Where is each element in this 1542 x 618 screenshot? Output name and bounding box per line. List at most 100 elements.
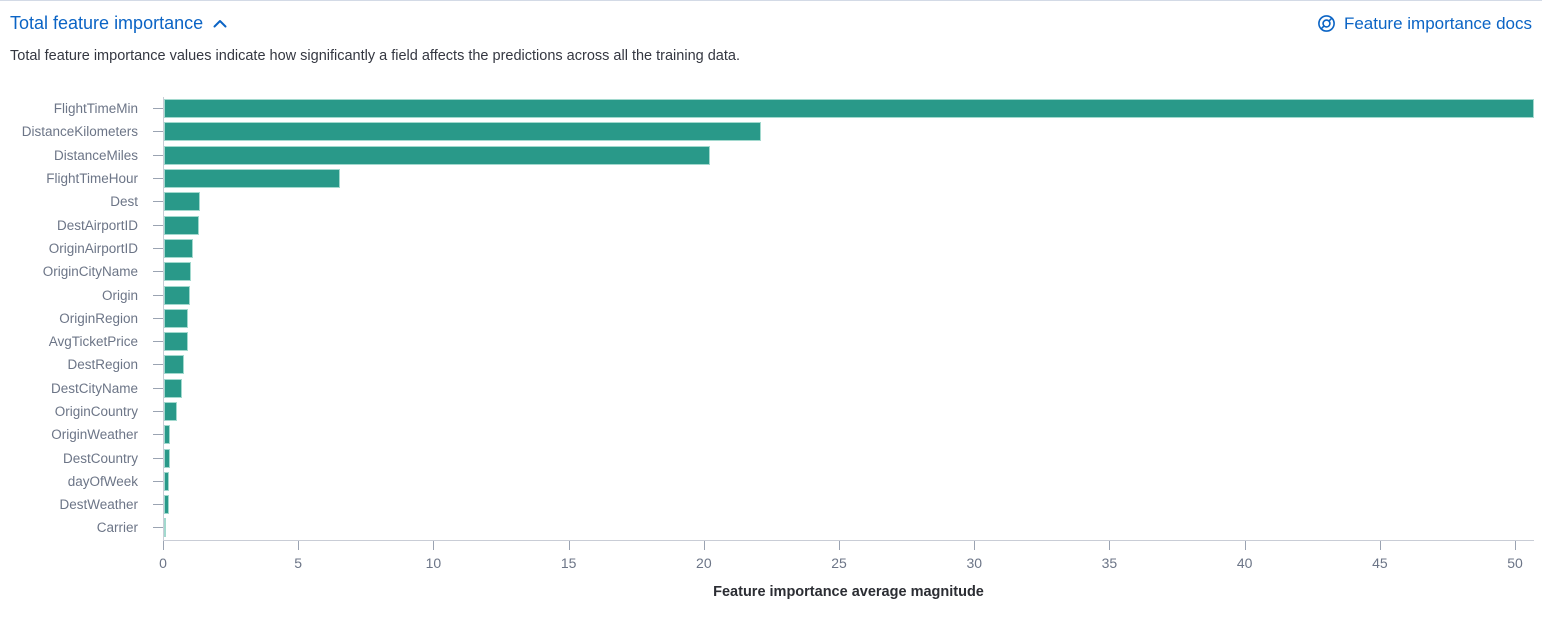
x-tick-mark xyxy=(433,540,435,550)
y-tick-cell xyxy=(138,400,163,423)
x-tick-label: 35 xyxy=(1101,554,1118,571)
x-tick-label: 45 xyxy=(1372,554,1388,571)
chart-row: DestWeather xyxy=(0,493,1542,517)
y-tick-cell xyxy=(138,190,163,213)
panel-header: Total feature importance Feature importa… xyxy=(0,1,1542,34)
y-tick-cell xyxy=(138,307,163,330)
panel-description: Total feature importance values indicate… xyxy=(10,48,740,64)
x-tick-label: 10 xyxy=(425,554,442,571)
y-tick-cell xyxy=(138,423,163,446)
feature-importance-bar xyxy=(164,285,190,305)
y-tick-cell xyxy=(138,144,163,167)
x-axis-title-row: Feature importance average magnitude xyxy=(163,583,1534,601)
feature-importance-docs-link[interactable]: Feature importance docs xyxy=(1317,14,1532,34)
x-tick-mark xyxy=(1109,540,1111,550)
y-tick-cell xyxy=(138,120,163,143)
x-tick-mark xyxy=(298,540,300,550)
chart-row: DestCityName xyxy=(0,376,1542,400)
y-tick-mark xyxy=(153,480,163,482)
y-tick-mark xyxy=(153,504,163,506)
y-tick-cell xyxy=(138,167,163,190)
life-ring-help-icon xyxy=(1317,14,1336,33)
plot-cell xyxy=(163,399,1542,424)
chart-row: Carrier xyxy=(0,516,1542,540)
plot-cell xyxy=(163,353,1542,377)
y-tick-cell xyxy=(138,330,163,353)
y-tick-cell xyxy=(138,446,163,469)
y-axis-label: dayOfWeek xyxy=(67,473,138,489)
x-tick-label: 30 xyxy=(966,554,983,571)
chart-row: OriginCountry xyxy=(0,399,1542,424)
y-axis-label: OriginCountry xyxy=(54,404,138,419)
y-tick-mark xyxy=(153,294,163,296)
feature-importance-bar xyxy=(164,145,710,165)
y-tick-mark xyxy=(153,154,163,156)
plot-cell xyxy=(163,329,1542,354)
chevron-up-icon xyxy=(213,19,227,28)
x-tick-mark xyxy=(839,540,841,550)
y-axis-label: FlightTimeMin xyxy=(53,101,138,117)
chart-row: Dest xyxy=(0,190,1542,214)
y-tick-cell xyxy=(138,470,163,493)
y-axis-label: OriginCityName xyxy=(42,264,138,280)
chart-row: AvgTicketPrice xyxy=(0,329,1542,354)
chart-row: DistanceMiles xyxy=(0,143,1542,167)
plot-cell xyxy=(163,260,1542,284)
plot-cell xyxy=(163,306,1542,330)
y-tick-mark xyxy=(153,247,163,249)
feature-importance-bar xyxy=(164,192,201,212)
y-tick-cell xyxy=(138,213,163,236)
feature-importance-bar xyxy=(164,448,170,468)
chart-row: FlightTimeMin xyxy=(0,97,1542,121)
chart-row: dayOfWeek xyxy=(0,469,1542,494)
feature-importance-bar xyxy=(164,169,340,189)
y-axis-label: OriginAirportID xyxy=(48,240,138,256)
chart-row: OriginCityName xyxy=(0,260,1542,284)
plot-cell xyxy=(163,516,1542,540)
y-tick-mark xyxy=(153,271,163,273)
y-axis-label: Dest xyxy=(110,194,138,210)
x-tick-label: 5 xyxy=(294,554,303,571)
plot-cell xyxy=(163,213,1542,237)
y-axis-label: AvgTicketPrice xyxy=(48,334,138,350)
y-axis-label: DestRegion xyxy=(67,357,138,373)
y-tick-cell xyxy=(138,260,163,283)
feature-importance-bar xyxy=(164,262,192,282)
y-tick-mark xyxy=(153,131,163,133)
y-tick-mark xyxy=(153,387,163,389)
plot-cell xyxy=(163,143,1542,167)
feature-importance-bar xyxy=(164,495,169,515)
feature-importance-bar xyxy=(164,518,166,538)
y-tick-mark xyxy=(153,201,163,203)
plot-cell xyxy=(163,469,1542,494)
plot-cell xyxy=(163,190,1542,214)
x-tick-label: 0 xyxy=(159,554,167,571)
y-tick-mark xyxy=(153,341,163,343)
x-tick-label: 50 xyxy=(1507,554,1523,571)
feature-importance-bar xyxy=(164,402,177,421)
y-tick-cell xyxy=(138,516,163,539)
x-axis-title: Feature importance average magnitude xyxy=(713,583,984,600)
chart-row: DistanceKilometers xyxy=(0,120,1542,144)
feature-importance-bar xyxy=(164,238,194,258)
x-tick-label: 20 xyxy=(696,554,712,571)
chart-row: DestAirportID xyxy=(0,213,1542,237)
plot-cell xyxy=(163,376,1542,400)
section-toggle-total-feature-importance[interactable]: Total feature importance xyxy=(10,13,227,34)
y-tick-mark xyxy=(153,364,163,366)
plot-cell xyxy=(163,493,1542,517)
feature-importance-bar xyxy=(164,332,188,352)
y-tick-cell xyxy=(138,377,163,400)
chart-row: DestCountry xyxy=(0,446,1542,470)
feature-importance-bar xyxy=(164,425,170,445)
y-axis-label: OriginRegion xyxy=(59,310,138,326)
y-tick-cell xyxy=(138,493,163,516)
y-axis-label: DestWeather xyxy=(59,497,138,513)
chart-row: OriginWeather xyxy=(0,423,1542,447)
feature-importance-bar xyxy=(164,308,189,328)
y-tick-cell xyxy=(138,97,163,120)
x-tick-label: 15 xyxy=(560,554,577,571)
y-tick-mark xyxy=(153,434,163,436)
y-axis-label: DestAirportID xyxy=(56,217,138,233)
y-tick-mark xyxy=(153,108,163,110)
